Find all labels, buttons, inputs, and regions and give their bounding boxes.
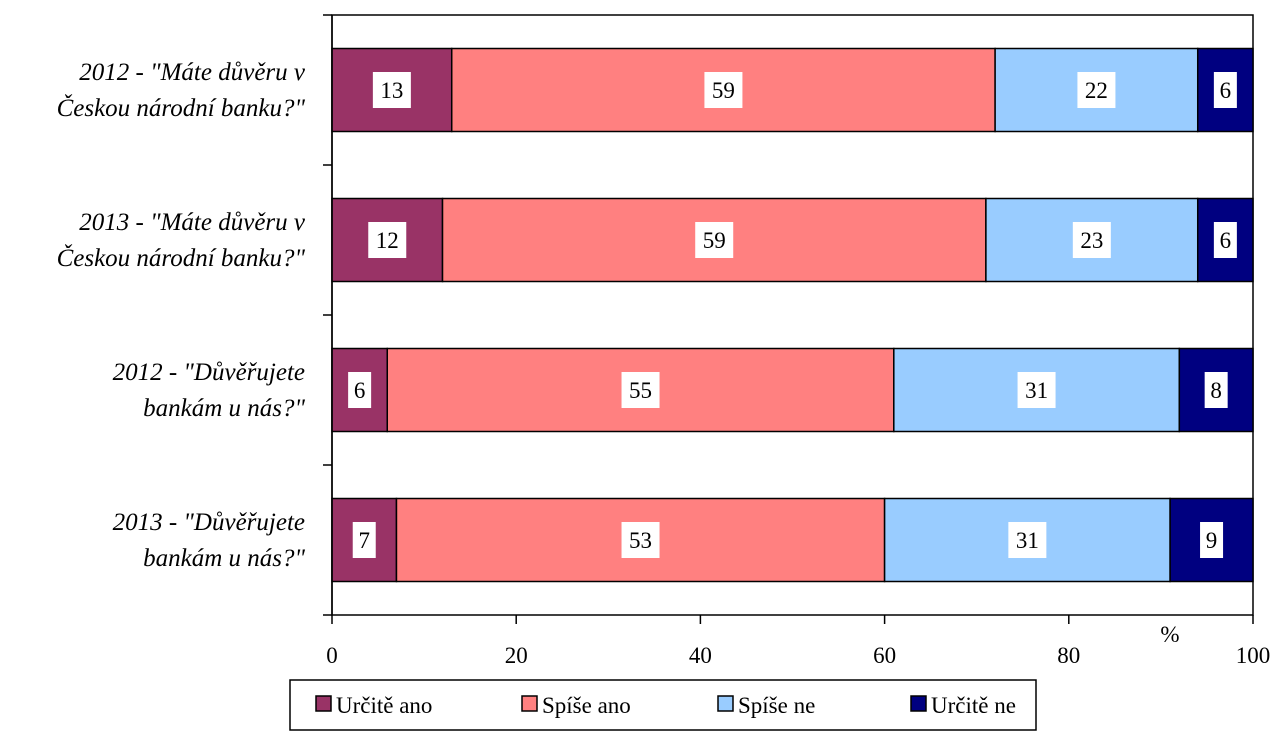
x-tick-label: 20 <box>505 643 528 668</box>
data-label: 59 <box>712 78 735 103</box>
legend-label: Spíše ano <box>542 693 631 718</box>
data-label: 7 <box>358 528 370 553</box>
data-label-box <box>372 72 411 108</box>
bar-segment <box>985 197 1199 283</box>
data-label-box <box>621 522 660 558</box>
legend-label: Spíše ne <box>738 693 815 718</box>
data-label-box <box>1017 372 1056 408</box>
legend: Určitě ano Spíše ano Spíše ne Určitě ne <box>289 679 1037 731</box>
data-label: 8 <box>1210 378 1222 403</box>
data-label-box <box>1008 522 1047 558</box>
data-label-box <box>1072 222 1111 258</box>
category-label: 2012 - "Máte důvěru v <box>79 59 306 86</box>
data-label-box <box>1204 372 1228 408</box>
data-label-box <box>695 222 734 258</box>
data-label: 53 <box>629 528 652 553</box>
data-label: 12 <box>376 228 399 253</box>
data-label: 6 <box>1220 78 1232 103</box>
data-label: 59 <box>703 228 726 253</box>
data-label: 9 <box>1206 528 1218 553</box>
x-tick-label: 40 <box>689 643 712 668</box>
axis-layer: 2012 - "Máte důvěru v Českou národní bank… <box>57 14 1271 668</box>
data-label: 31 <box>1025 378 1048 403</box>
data-label-box <box>621 372 660 408</box>
data-label-box <box>1213 72 1237 108</box>
legend-label: Určitě ano <box>336 693 432 718</box>
legend-label: Určitě ne <box>931 693 1016 718</box>
data-label: 13 <box>380 78 403 103</box>
category-label: 2012 - "Důvěřujete <box>113 359 305 386</box>
data-label-box <box>1213 222 1237 258</box>
data-label-box <box>1200 522 1224 558</box>
category-label: 2013 - "Máte důvěru v <box>79 209 306 236</box>
category-label: bankám u nás?" <box>143 395 305 422</box>
legend-swatch <box>910 695 927 712</box>
data-label: 22 <box>1085 78 1108 103</box>
data-label: 23 <box>1080 228 1103 253</box>
category-label: bankám u nás?" <box>143 545 305 572</box>
data-label-box <box>368 222 407 258</box>
x-unit-label: % <box>1160 622 1179 647</box>
data-label-box <box>1077 72 1116 108</box>
data-label: 31 <box>1016 528 1039 553</box>
data-label: 6 <box>1220 228 1232 253</box>
category-label: 2013 - "Důvěřujete <box>113 509 305 536</box>
data-label: 55 <box>629 378 652 403</box>
x-tick-label: 80 <box>1057 643 1080 668</box>
category-label: Českou národní banku?" <box>57 244 306 272</box>
legend-swatch <box>521 695 538 712</box>
data-label-box <box>352 522 376 558</box>
data-label-box <box>348 372 372 408</box>
x-tick-label: 0 <box>326 643 338 668</box>
data-label: 6 <box>354 378 366 403</box>
legend-swatch <box>315 695 332 712</box>
data-label-box <box>704 72 743 108</box>
category-label: Českou národní banku?" <box>57 94 306 122</box>
x-tick-label: 100 <box>1236 643 1271 668</box>
data-labels-layer: 13 59 22 6 12 59 23 6 6 55 31 8 7 53 31 9 <box>348 72 1237 558</box>
legend-swatch <box>717 695 734 712</box>
bar-segment <box>331 497 398 583</box>
x-tick-label: 60 <box>873 643 896 668</box>
